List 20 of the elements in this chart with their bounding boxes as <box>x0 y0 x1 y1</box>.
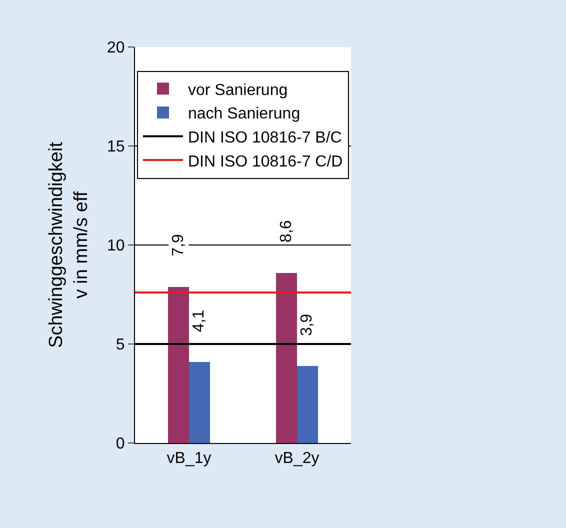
legend-label: nach Sanierung <box>188 106 300 123</box>
y-tick-label: 5 <box>116 336 125 354</box>
data-label: 3,9 <box>298 314 316 336</box>
legend-label: DIN ISO 10816-7 C/D <box>188 153 343 170</box>
bar <box>189 362 210 443</box>
y-tick-label: 10 <box>107 238 125 255</box>
bar <box>297 366 318 443</box>
y-axis-title: Schwinggeschwindigkeit v in mm/s eff <box>46 141 92 348</box>
bar <box>168 287 189 443</box>
data-label: 7,9 <box>170 234 188 256</box>
y-tick-label: 20 <box>107 40 125 57</box>
data-label: 8,6 <box>278 220 296 242</box>
x-tick-label: vB_1y <box>166 450 212 468</box>
legend-label: DIN ISO 10816-7 B/C <box>188 130 342 146</box>
y-tick-label: 15 <box>107 138 125 156</box>
bar <box>276 273 297 443</box>
legend-label: vor Sanierung <box>188 82 288 99</box>
x-tick-label: vB_2y <box>274 450 320 468</box>
data-label: 4,1 <box>190 310 208 332</box>
y-tick-label: 0 <box>116 436 125 453</box>
